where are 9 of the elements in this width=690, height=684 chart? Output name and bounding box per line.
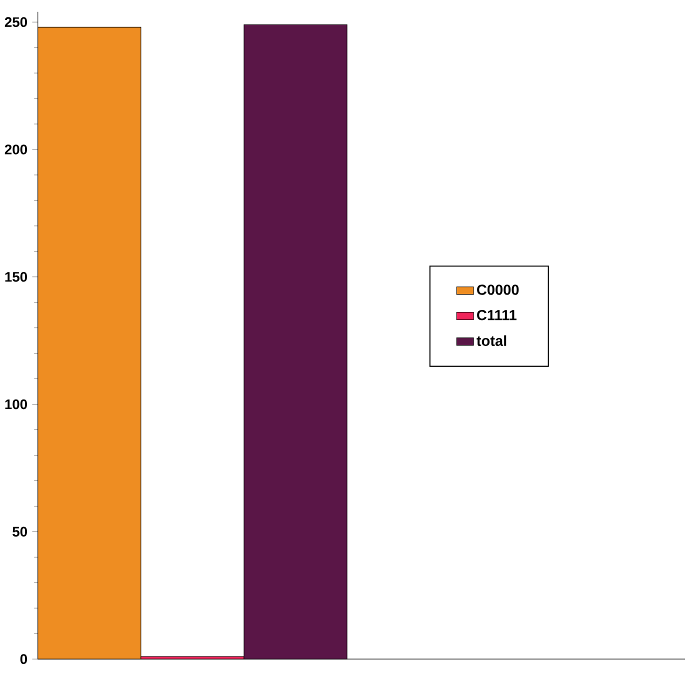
- y-tick-label: 50: [12, 526, 27, 537]
- legend-label: total: [476, 335, 506, 346]
- legend-label: C1111: [477, 310, 516, 320]
- y-tick-label: 0: [20, 654, 27, 664]
- y-tick-label: 100: [5, 399, 27, 410]
- y-tick-label: 250: [4, 17, 27, 28]
- y-tick-label: 150: [5, 272, 27, 282]
- y-tick-label: 200: [4, 144, 27, 154]
- legend-label: C0000: [477, 284, 519, 295]
